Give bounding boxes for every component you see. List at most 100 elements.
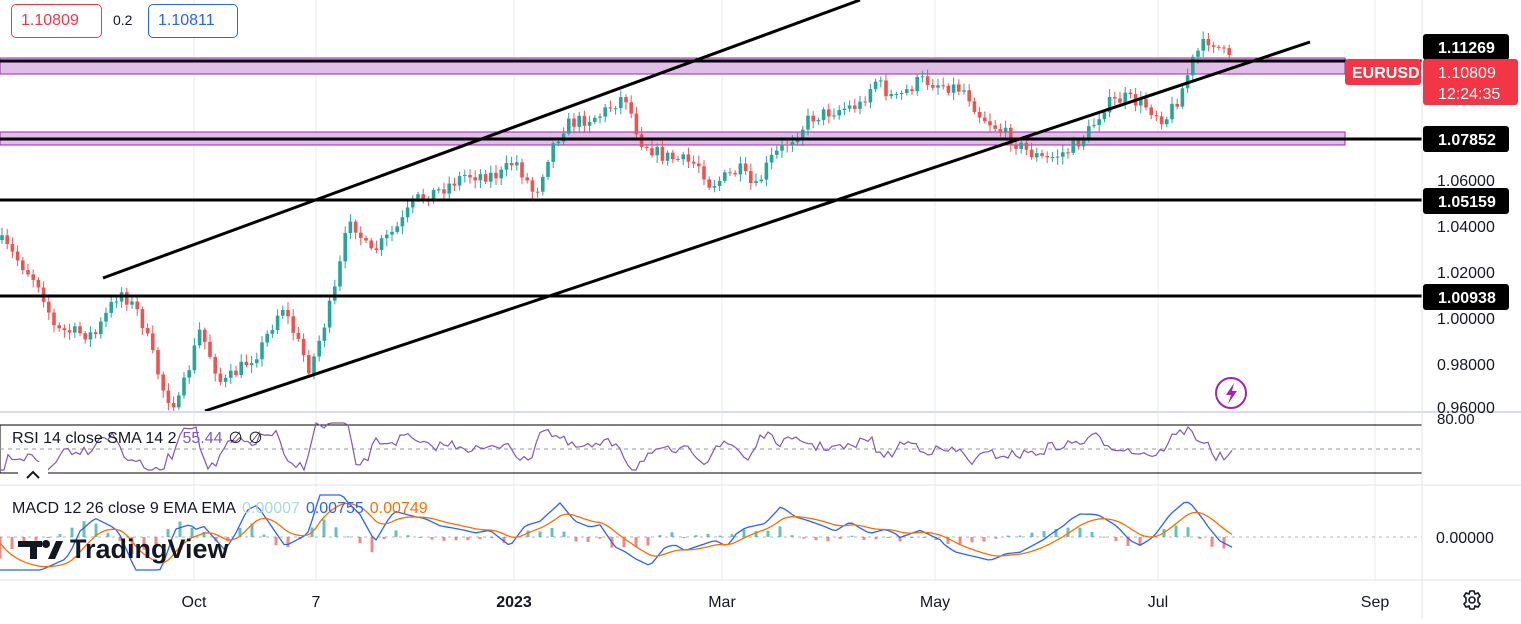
channel-upper-line	[102, 0, 861, 280]
candle	[603, 107, 607, 117]
last-price-label[interactable]: EURUSD 1.10809 12:24:35	[1345, 59, 1518, 105]
macd-histogram-bar	[118, 537, 122, 541]
level-label: 1.00938	[1438, 290, 1496, 307]
price-axis[interactable]: 1.06000 1.04000 1.02000 1.00000 0.98000 …	[1437, 173, 1495, 417]
lightning-icon[interactable]	[1215, 377, 1247, 409]
candle	[1050, 157, 1055, 159]
macd-histogram-bar	[586, 537, 590, 543]
macd-histogram-bar	[1210, 537, 1214, 547]
drawings[interactable]	[0, 0, 1422, 413]
candle	[1206, 38, 1211, 46]
candle	[977, 111, 982, 118]
candle	[546, 161, 550, 177]
candle	[691, 161, 696, 164]
macd-histogram-bar	[142, 537, 146, 550]
candle	[676, 159, 680, 161]
candle	[473, 177, 477, 181]
sell-price-button[interactable]: 1.10809	[11, 4, 102, 38]
macd-histogram-bar	[958, 537, 962, 544]
tradingview-wordmark: TradingView	[70, 534, 230, 564]
candle	[717, 180, 722, 186]
candle	[972, 101, 977, 112]
gear-icon[interactable]	[1462, 590, 1482, 610]
time-axis[interactable]: Oct 7 2023 Mar May Jul Sep	[182, 594, 1390, 611]
candle	[73, 326, 77, 333]
macd-hist-value: 0.00007	[242, 500, 300, 517]
candle	[707, 179, 711, 188]
macd-histogram-bar	[646, 537, 650, 546]
candle	[905, 89, 909, 93]
macd-histogram-bar	[766, 530, 770, 537]
macd-histogram-bar	[178, 521, 182, 537]
candle	[322, 327, 327, 341]
candle	[582, 115, 587, 126]
macd-legend[interactable]: MACD 12 26 close 9 EMA EMA 0.00007 0.00755…	[12, 500, 434, 518]
candle	[1201, 38, 1205, 51]
candle	[197, 329, 202, 346]
macd-histogram-bar	[1030, 532, 1034, 537]
candle	[1159, 116, 1164, 125]
candle	[951, 84, 956, 93]
level-labels[interactable]: 1.11269 1.07852 1.05159 1.00938	[1423, 34, 1509, 310]
level-label: 1.05159	[1438, 194, 1496, 211]
candle	[15, 251, 20, 261]
candle	[738, 163, 743, 175]
candle	[255, 359, 259, 364]
candle	[348, 221, 353, 234]
macd-histogram-bar	[526, 530, 530, 537]
macd-histogram-bar	[394, 530, 398, 537]
candle	[343, 233, 347, 262]
candle	[889, 94, 893, 97]
candle	[925, 76, 930, 86]
candle	[1061, 152, 1065, 157]
candle	[816, 119, 821, 122]
macd-histogram-bar	[1198, 537, 1202, 539]
candle	[899, 92, 904, 95]
candle	[1014, 145, 1018, 149]
candle	[411, 198, 415, 208]
macd-histogram-bar	[550, 527, 554, 537]
macd-histogram-bar	[730, 534, 734, 537]
macd-histogram-bar	[58, 534, 62, 537]
macd-histogram-bar	[454, 537, 458, 541]
macd-histogram-bar	[874, 537, 878, 540]
candle	[509, 163, 514, 166]
candle	[338, 261, 342, 287]
rsi-na: ∅	[248, 430, 263, 447]
time-label: Sep	[1361, 594, 1390, 611]
macd-histogram-bar	[406, 535, 410, 537]
candle	[759, 179, 763, 182]
buy-price-button[interactable]: 1.10811	[148, 4, 238, 38]
macd-histogram-bar	[862, 537, 866, 541]
candle	[998, 128, 1003, 133]
rsi-value: 55.44	[182, 430, 223, 447]
candle	[593, 117, 597, 122]
macd-histogram-bar	[826, 537, 830, 542]
candle	[847, 105, 852, 109]
macd-histogram-bar	[418, 537, 422, 538]
macd-histogram-bar	[622, 537, 626, 548]
candle	[1123, 92, 1127, 103]
candle	[36, 279, 41, 288]
candle	[400, 217, 405, 227]
rsi-legend[interactable]: RSI 14 close SMA 14 2 55.44 ∅ ∅	[12, 428, 268, 448]
tradingview-logo[interactable]: TradingView	[18, 534, 230, 564]
candle	[78, 326, 82, 334]
macd-histogram-bar	[346, 536, 350, 538]
candle	[723, 172, 727, 181]
candle	[873, 81, 878, 90]
candle	[811, 115, 815, 122]
candle	[1035, 153, 1039, 158]
chevron-up-icon[interactable]	[18, 462, 48, 484]
zones[interactable]	[0, 57, 1346, 146]
candle	[1045, 155, 1049, 158]
macd-histogram-bar	[382, 537, 386, 540]
grid	[193, 0, 1376, 580]
candle	[57, 325, 61, 329]
macd-histogram-bar	[1006, 535, 1010, 537]
candle	[957, 84, 961, 92]
candle	[457, 176, 462, 186]
candle	[275, 315, 280, 331]
